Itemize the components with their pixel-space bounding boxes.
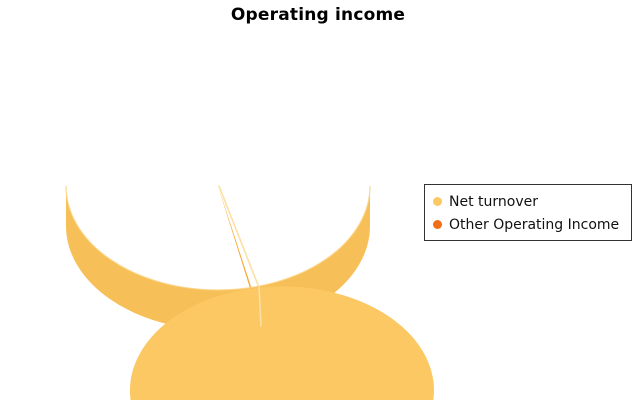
pie-slice-net-turnover[interactable]	[129, 186, 434, 400]
pie-top-face-group	[129, 186, 434, 400]
pie-rim-arc-icon	[65, 185, 371, 291]
pie-divider-side-edge-icon	[258, 285, 262, 327]
pie-divider-group	[218, 185, 262, 327]
pie-divider-radial-icon	[218, 185, 259, 286]
pie-slice-other-operating-income[interactable]	[218, 186, 252, 289]
chart-legend: Net turnover Other Operating Income	[424, 184, 632, 241]
legend-swatch-other-operating-income-icon	[433, 220, 442, 229]
legend-item-other-operating-income[interactable]: Other Operating Income	[431, 213, 625, 236]
legend-label-net-turnover: Net turnover	[449, 193, 538, 210]
legend-swatch-net-turnover-icon	[433, 197, 442, 206]
legend-label-other-operating-income: Other Operating Income	[449, 216, 620, 233]
legend-item-net-turnover[interactable]: Net turnover	[431, 190, 625, 213]
chart-title: Operating income	[230, 5, 406, 25]
